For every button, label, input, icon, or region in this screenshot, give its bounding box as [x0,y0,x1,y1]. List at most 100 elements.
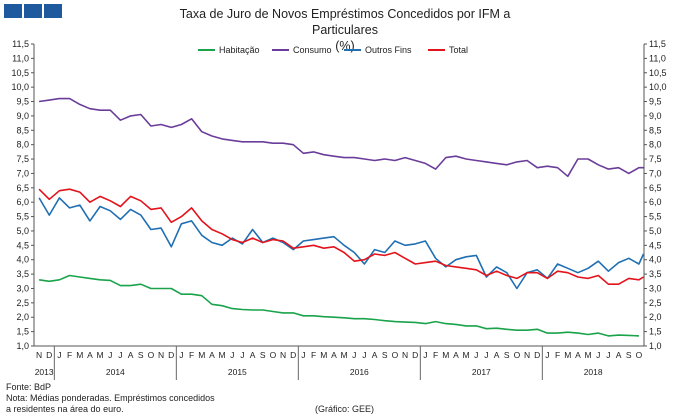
x-tick-label-month: S [626,350,632,360]
logo-block [4,4,22,18]
x-tick-label-month: A [331,350,337,360]
x-tick-label-month: N [524,350,530,360]
logo-block [24,4,42,18]
x-tick-label-month: F [555,350,560,360]
logo [4,4,62,18]
x-tick-label-month: F [311,350,316,360]
y-tick-label-left: 6,0 [16,197,29,207]
note-line2: a residentes na área do euro. [6,404,124,414]
logo-block [44,4,62,18]
x-tick-label-month: A [372,350,378,360]
x-tick-label-month: M [463,350,470,360]
legend-label: Total [449,45,468,55]
legend-label: Consumo [293,45,332,55]
y-tick-label-left: 8,0 [16,140,29,150]
x-tick-label-month: J [240,350,244,360]
y-tick-label-right: 3,5 [649,269,662,279]
x-tick-label-month: J [545,350,549,360]
x-tick-label-month: J [352,350,356,360]
x-tick-label-month: J [423,350,427,360]
y-tick-label-right: 1,0 [649,341,662,351]
chart-title-line1: Taxa de Juro de Novos Empréstimos Conced… [179,7,511,37]
y-tick-label-right: 7,0 [649,168,662,178]
x-tick-label-month: N [402,350,408,360]
x-tick-label-month: S [504,350,510,360]
y-tick-label-right: 1,5 [649,327,662,337]
y-tick-label-left: 9,5 [16,97,29,107]
x-tick-label-month: M [198,350,205,360]
x-tick-label-month: O [392,350,399,360]
y-tick-label-left: 5,5 [16,212,29,222]
y-tick-label-left: 2,0 [16,312,29,322]
chart-credit: (Gráfico: GEE) [315,404,375,414]
x-tick-label-month: M [341,350,348,360]
x-tick-label-year: 2014 [106,367,125,377]
legend-label: Habitação [219,45,260,55]
legend-label: Outros Fins [365,45,412,55]
x-tick-label-month: O [270,350,277,360]
x-tick-label-month: J [118,350,122,360]
x-tick-label-month: A [453,350,459,360]
x-tick-label-month: O [148,350,155,360]
y-tick-label-left: 1,5 [16,327,29,337]
x-tick-label-month: S [382,350,388,360]
x-tick-label-month: A [250,350,256,360]
y-tick-label-left: 4,5 [16,240,29,250]
x-tick-label-month: A [87,350,93,360]
y-tick-label-right: 7,5 [649,154,662,164]
x-tick-label-month: M [564,350,571,360]
source-note: Fonte: BdP [6,382,52,392]
x-tick-label-month: M [219,350,226,360]
y-tick-label-right: 2,0 [649,312,662,322]
y-tick-label-right: 10,5 [649,68,667,78]
y-tick-label-right: 9,0 [649,111,662,121]
x-tick-label-month: J [301,350,305,360]
x-tick-label-month: M [442,350,449,360]
y-tick-label-left: 10,5 [11,68,29,78]
y-tick-label-right: 2,5 [649,298,662,308]
x-tick-label-month: A [575,350,581,360]
y-tick-label-right: 11,0 [649,53,666,63]
x-tick-label-month: N [280,350,286,360]
x-tick-label-month: J [362,350,366,360]
x-tick-label-month: A [209,350,215,360]
x-tick-label-month: S [260,350,266,360]
x-tick-label-month: A [128,350,134,360]
y-tick-label-left: 10,0 [11,82,29,92]
x-tick-label-month: J [606,350,610,360]
y-tick-label-right: 5,5 [649,212,662,222]
y-tick-label-left: 2,5 [16,298,29,308]
y-tick-label-right: 9,5 [649,97,662,107]
x-tick-label-year: 2018 [584,367,603,377]
x-tick-label-month: D [46,350,52,360]
x-tick-label-month: J [484,350,488,360]
x-tick-label-month: J [596,350,600,360]
x-tick-label-month: J [57,350,61,360]
series-line-habita-o [38,274,639,337]
y-tick-label-right: 10,0 [649,82,667,92]
y-tick-label-right: 11,5 [649,39,666,49]
x-tick-label-month: S [138,350,144,360]
x-tick-label-month: N [158,350,164,360]
y-tick-label-left: 1,0 [16,341,29,351]
note-line1: Nota: Médias ponderadas. Empréstimos con… [6,393,215,403]
x-tick-label-month: O [636,350,643,360]
x-tick-label-month: M [97,350,104,360]
y-tick-label-right: 4,5 [649,240,662,250]
x-tick-label-month: J [230,350,234,360]
x-tick-label-year: 2015 [228,367,247,377]
y-tick-label-left: 11,0 [12,53,29,63]
x-tick-label-month: D [290,350,296,360]
y-tick-label-left: 9,0 [16,111,29,121]
x-tick-label-month: J [108,350,112,360]
x-tick-label-month: N [36,350,42,360]
x-tick-label-month: J [179,350,183,360]
x-tick-label-year: 2017 [472,367,491,377]
y-tick-label-left: 6,5 [16,183,29,193]
x-tick-label-month: D [168,350,174,360]
y-tick-label-left: 5,0 [16,226,29,236]
y-tick-label-left: 7,5 [16,154,29,164]
y-tick-label-left: 8,5 [16,125,29,135]
y-tick-label-left: 4,0 [16,255,29,265]
